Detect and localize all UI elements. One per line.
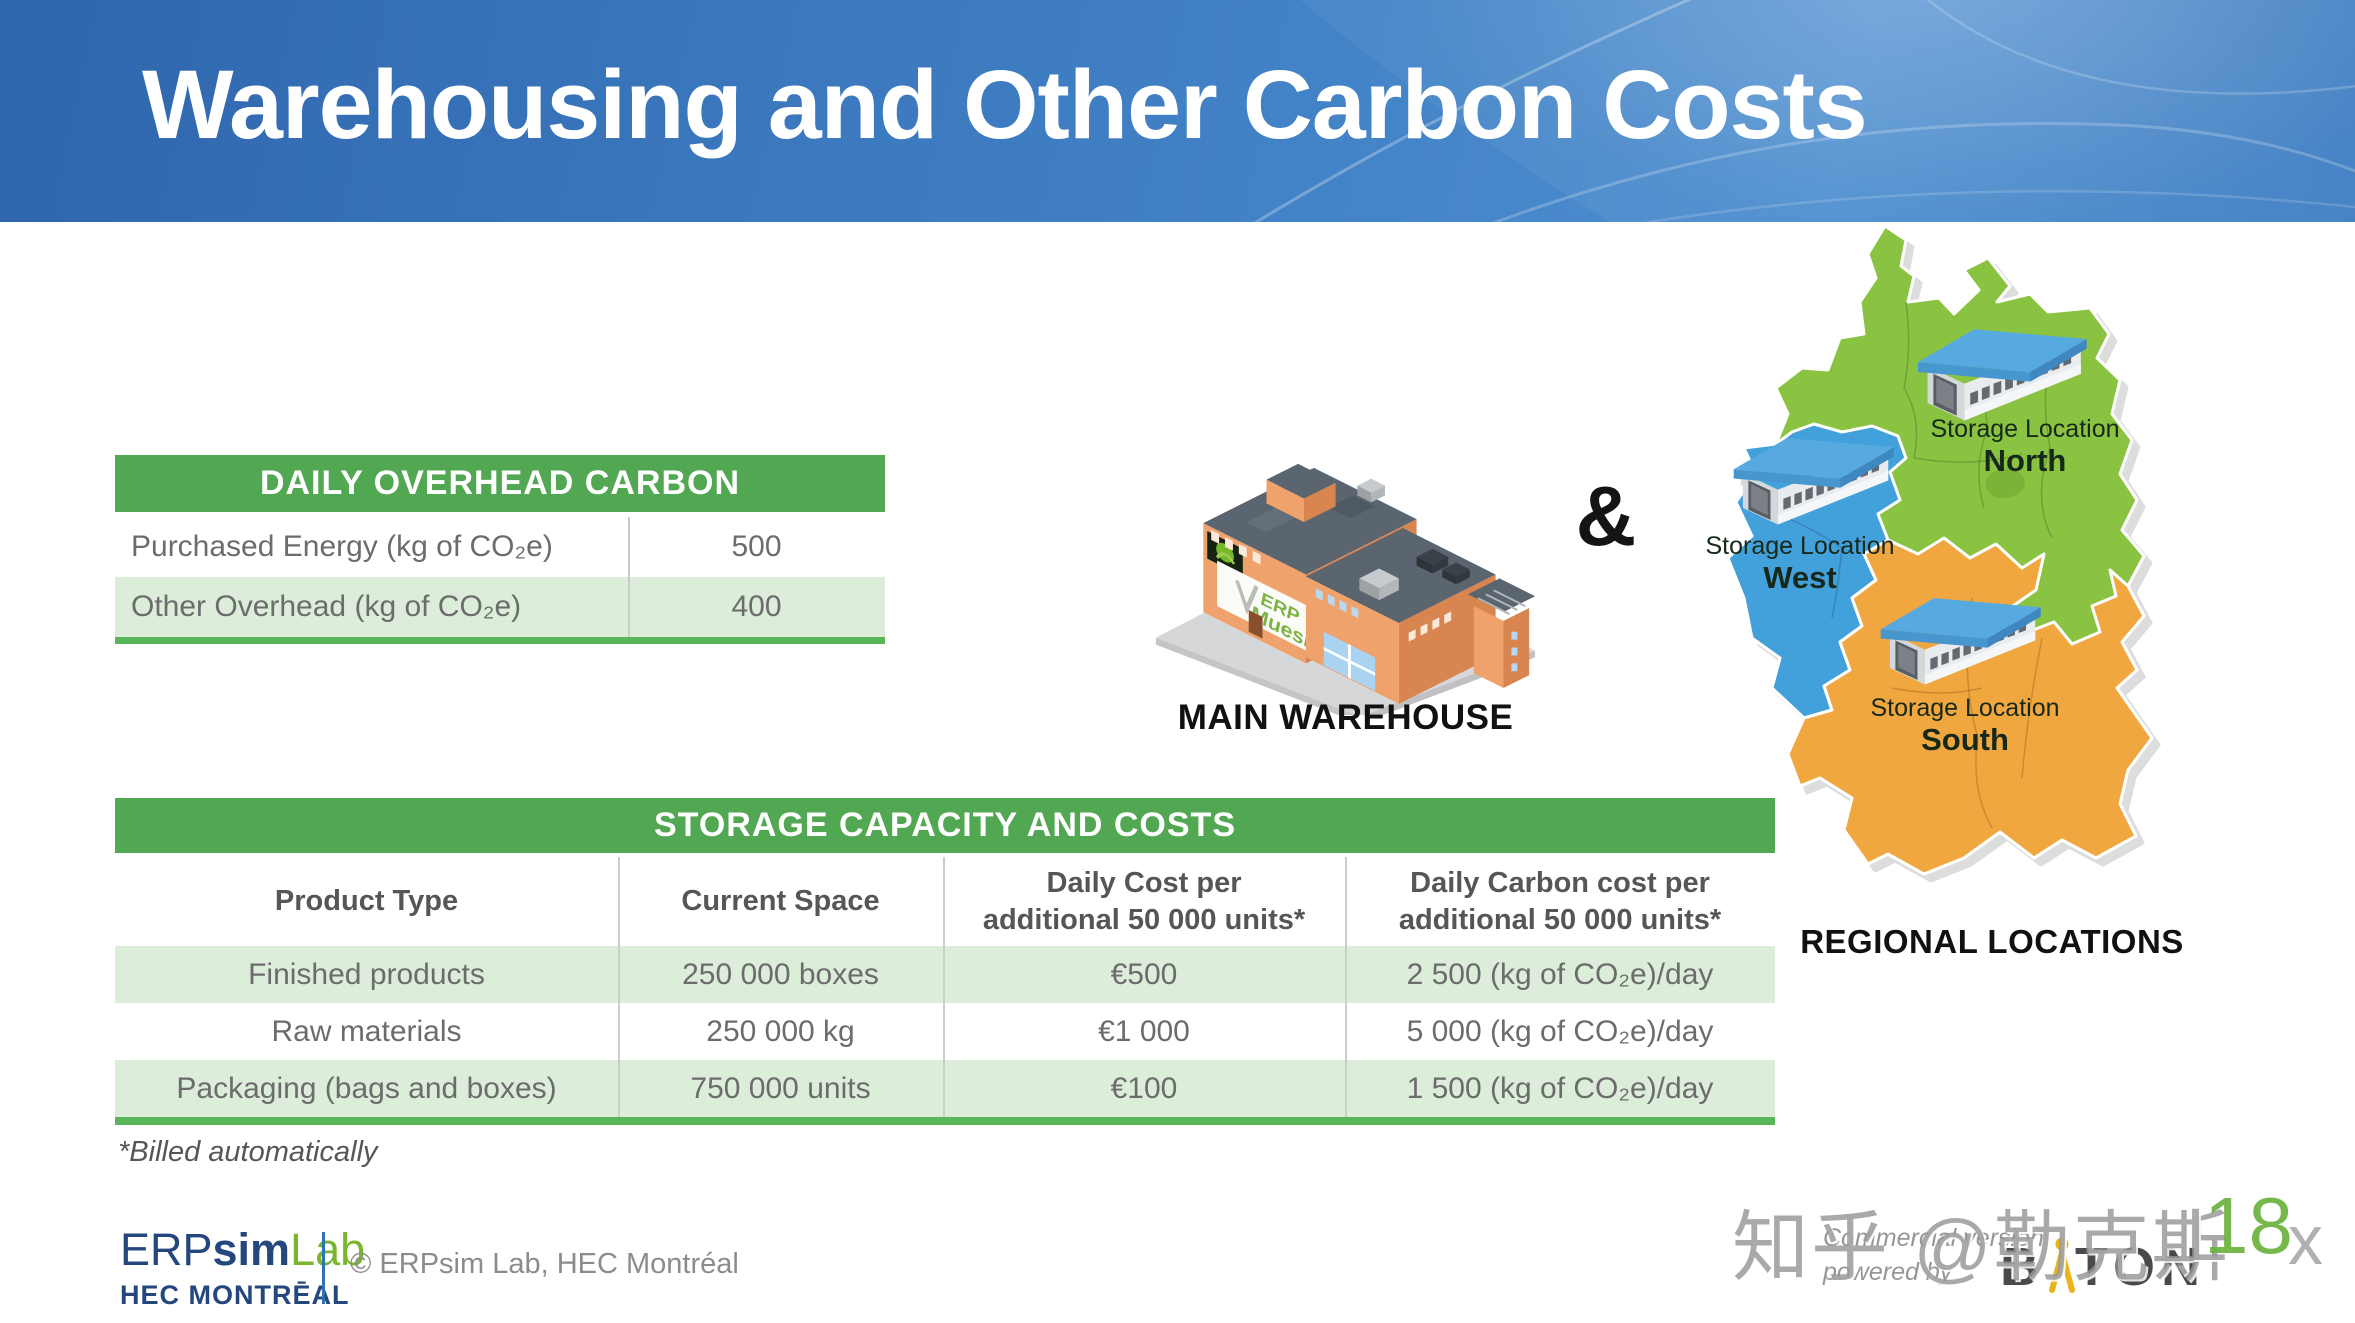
logo-lab: Lab (290, 1224, 366, 1275)
storage-table-grid: Product Type Current Space Daily Cost pe… (115, 857, 1775, 1117)
table-row: Purchased Energy (kg of CO₂e) 500 (115, 517, 885, 577)
storage-location-text: Storage Location (1870, 694, 2060, 722)
cell-daily-cost: €100 (1110, 1071, 1178, 1105)
overhead-table-gap (115, 512, 885, 517)
banner-decoration (1253, 0, 2355, 222)
column-divider (943, 857, 945, 1117)
storage-table-title: STORAGE CAPACITY AND COSTS (115, 798, 1775, 853)
table-row: Packaging (bags and boxes) 750 000 units… (115, 1060, 1775, 1117)
storage-location-north-label: Storage Location North (1880, 415, 2170, 478)
table-header-row: Product Type Current Space Daily Cost pe… (115, 857, 1775, 946)
logo-erp: ERP (120, 1224, 213, 1275)
baton-logo: B TON (2000, 1236, 2206, 1294)
column-divider (1345, 857, 1347, 1117)
rooftop-ac-unit (1357, 478, 1385, 503)
warehouse-windows (1315, 588, 1376, 691)
copyright-text: © ERPsim Lab, HEC Montréal (350, 1248, 739, 1280)
table-row: Raw materials 250 000 kg €1 000 5 000 (k… (115, 1003, 1775, 1060)
overhead-row-value: 400 (731, 590, 782, 623)
footer-divider (322, 1232, 325, 1304)
overhead-table-title: DAILY OVERHEAD CARBON (115, 455, 885, 512)
storage-location-south-label: Storage Location South (1820, 694, 2110, 757)
column-divider (618, 857, 620, 1117)
cell-current-space: 250 000 boxes (682, 957, 879, 991)
regional-locations-label: REGIONAL LOCATIONS (1800, 923, 2184, 960)
storage-table-gap (115, 853, 1775, 857)
watermark-fragment: x (2288, 1201, 2323, 1279)
storage-location-text: Storage Location (1930, 415, 2120, 443)
column-header: Current Space (681, 885, 880, 918)
watermark-fragment: L (2186, 1193, 2228, 1276)
overhead-table-bottom-border (115, 637, 885, 644)
storage-location-name: West (1763, 559, 1837, 595)
map-region-south (1786, 536, 2154, 876)
table-row: Finished products 250 000 boxes €500 2 5… (115, 946, 1775, 1003)
storage-location-west-label: Storage Location West (1655, 532, 1945, 595)
slide-title: Warehousing and Other Carbon Costs (142, 50, 1868, 159)
cell-current-space: 750 000 units (690, 1071, 871, 1105)
column-header: Daily Cost per additional 50 000 units* (982, 867, 1306, 936)
main-warehouse-illustration: ERP Muesli (1155, 463, 1536, 715)
daily-overhead-carbon-table: DAILY OVERHEAD CARBON Purchased Energy (… (115, 455, 885, 644)
commercial-version-text: Commercial version powered by (1823, 1222, 2044, 1290)
header-banner: Warehousing and Other Carbon Costs (0, 0, 2355, 222)
billed-footnote: *Billed automatically (118, 1136, 378, 1168)
germany-map (1726, 224, 2154, 876)
overhead-row-label: Purchased Energy (kg of CO₂e) (131, 530, 553, 563)
erpsim-lab-logo: ERPsimLab HEC MONTRĒAL (120, 1224, 365, 1311)
overhead-table-body: Purchased Energy (kg of CO₂e) 500 Other … (115, 517, 885, 637)
baton-person-icon (2049, 1237, 2075, 1293)
cell-current-space: 250 000 kg (706, 1014, 855, 1048)
cell-daily-carbon: 1 500 (kg of CO₂e)/day (1406, 1071, 1714, 1105)
page-number: 18 (2204, 1181, 2293, 1270)
column-header: Daily Carbon cost per additional 50 000 … (1398, 867, 1722, 936)
cell-daily-cost: €1 000 (1098, 1014, 1190, 1048)
cell-daily-cost: €500 (1110, 957, 1178, 991)
cell-product-type: Packaging (bags and boxes) (176, 1071, 557, 1105)
main-warehouse-label: MAIN WAREHOUSE (1177, 698, 1514, 737)
cell-daily-carbon: 5 000 (kg of CO₂e)/day (1406, 1014, 1714, 1048)
storage-capacity-table: STORAGE CAPACITY AND COSTS Product Type … (115, 798, 1775, 1125)
storage-location-name: South (1921, 721, 2009, 757)
cell-daily-carbon: 2 500 (kg of CO₂e)/day (1406, 957, 1714, 991)
storage-location-text: Storage Location (1705, 532, 1895, 560)
baton-letter-b: B (2000, 1237, 2045, 1297)
overhead-row-label: Other Overhead (kg of CO₂e) (131, 590, 522, 623)
hec-montreal-logo: HEC MONTRĒAL (120, 1280, 350, 1310)
storage-location-name: North (1983, 442, 2067, 478)
ampersand: & (1575, 469, 1637, 563)
storage-table-bottom-border (115, 1117, 1775, 1125)
cell-product-type: Finished products (248, 957, 485, 991)
cell-product-type: Raw materials (271, 1014, 462, 1048)
commercial-line2: powered by (1823, 1257, 1953, 1286)
erpsim-logo-wordmark: ERPsimLab (120, 1224, 365, 1276)
baton-letters-ton: TON (2075, 1237, 2207, 1297)
commercial-line1: Commercial version (1823, 1224, 2044, 1252)
overhead-row-value: 500 (731, 530, 782, 563)
table-row: Other Overhead (kg of CO₂e) 400 (115, 577, 885, 637)
logo-sim: sim (212, 1224, 291, 1275)
column-divider (628, 517, 630, 637)
column-header: Product Type (274, 885, 459, 918)
